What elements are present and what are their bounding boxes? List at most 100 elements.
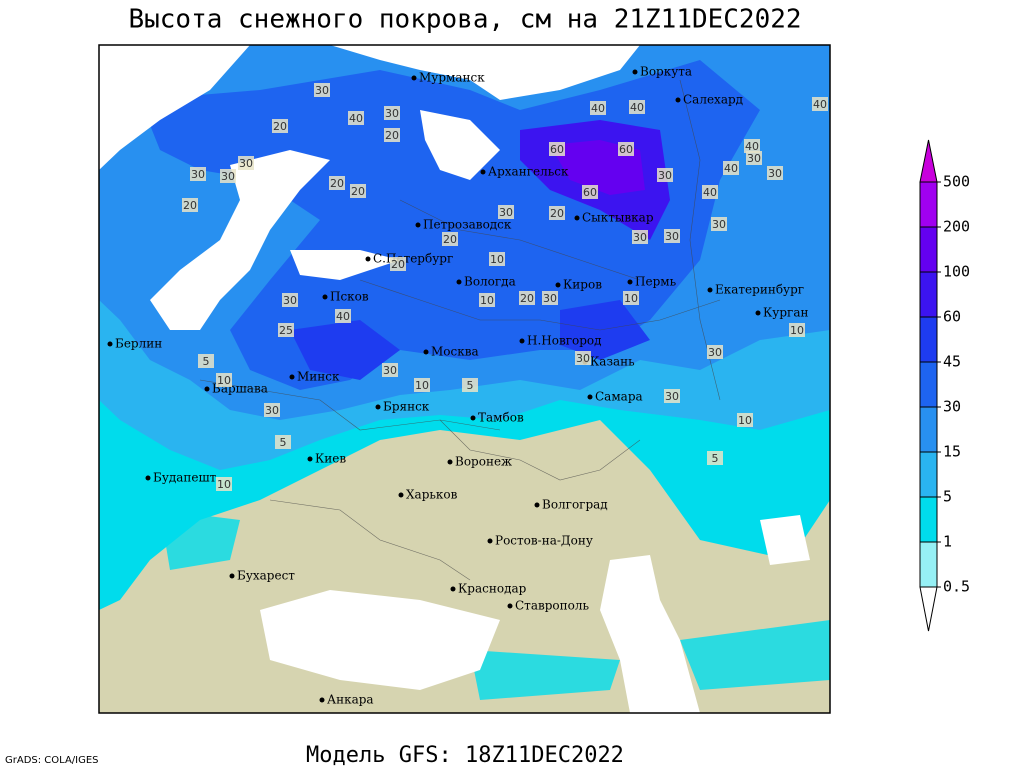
contour-label-box [711, 217, 727, 231]
contour-label-box [384, 106, 400, 120]
contour-label-box [216, 477, 232, 491]
contour-label-box [335, 309, 351, 323]
contour-label: 5 [467, 379, 474, 392]
contour-label: 60 [550, 143, 564, 156]
city-dot [755, 310, 761, 316]
contour-label: 30 [543, 292, 557, 305]
contour-label-box [632, 230, 648, 244]
city-label: Волгоград [542, 498, 608, 512]
city-label: Екатеринбург [715, 283, 804, 297]
city-label: Москва [431, 345, 479, 359]
contour-label-box [744, 139, 760, 153]
contour-label-box [190, 167, 206, 181]
city-dot [375, 404, 381, 410]
contour-label-box [350, 184, 366, 198]
contour-label-box [549, 206, 565, 220]
title: Высота снежного покрова, см на 21Z11DEC2… [128, 5, 801, 35]
contour-label: 30 [383, 364, 397, 377]
city-label: Вологда [464, 275, 516, 289]
map-frame [98, 44, 831, 714]
contour-label-box [549, 142, 565, 156]
contour-label: 40 [745, 140, 759, 153]
contour-label: 40 [724, 162, 738, 175]
contour-label: 25 [279, 324, 293, 337]
city-label: Анкара [327, 693, 374, 707]
contour-label-box [348, 111, 364, 125]
city-label: Казань [590, 355, 635, 369]
contour-label-box [746, 151, 762, 165]
city-dot [289, 374, 295, 380]
city-dot [447, 459, 453, 465]
contour-label: 10 [415, 379, 429, 392]
city-label: Курган [763, 306, 808, 320]
colorbar-band [919, 181, 938, 228]
city-dot [229, 573, 235, 579]
city-label: Воркута [640, 65, 692, 79]
city-dot [204, 386, 210, 392]
city-label: Сыктывкар [582, 211, 654, 225]
city-dot [707, 287, 713, 293]
city-label: Салехард [683, 93, 743, 107]
contour-label-box [618, 142, 634, 156]
city-dot [365, 256, 371, 262]
contour-label-box [282, 293, 298, 307]
city-dot [675, 97, 681, 103]
city-label: Ростов-на-Дону [495, 534, 593, 548]
city-label: Пермь [635, 275, 677, 289]
city-dot [632, 69, 638, 75]
city-label: Мурманск [419, 71, 485, 85]
city-dot [555, 282, 561, 288]
contour-label: 30 [283, 294, 297, 307]
contour-label-box [707, 345, 723, 359]
city-label: Харьков [406, 488, 458, 502]
colorbar-label: 500 [943, 173, 970, 191]
contour-label-box [238, 156, 254, 170]
contour-label-box [329, 176, 345, 190]
colorbar-label: 100 [943, 263, 970, 281]
city-label: Петрозаводск [423, 218, 512, 232]
colorbar-label: 1 [943, 533, 952, 551]
contour-label-box [702, 185, 718, 199]
contour-label: 20 [520, 292, 534, 305]
contour-label: 5 [712, 452, 719, 465]
city-label: Н.Новгород [527, 334, 602, 348]
contour-label: 20 [183, 199, 197, 212]
contour-label: 5 [203, 355, 210, 368]
contour-label-box [384, 128, 400, 142]
city-label: Архангельск [488, 165, 569, 179]
colorbar-label: 0.5 [943, 578, 970, 596]
city-dot [574, 215, 580, 221]
contour-label: 10 [790, 324, 804, 337]
colorbar-label: 15 [943, 443, 961, 461]
contour-label-box [657, 168, 673, 182]
colorbar-band [919, 361, 938, 408]
contour-label-box [462, 378, 478, 392]
contour-label: 40 [591, 102, 605, 115]
contour-label-box [575, 351, 591, 365]
city-dot [322, 294, 328, 300]
colorbar-label: 30 [943, 398, 961, 416]
contour-label: 30 [191, 168, 205, 181]
contour-label-box [623, 291, 639, 305]
colorbar-label: 5 [943, 488, 952, 506]
contour-label: 30 [708, 346, 722, 359]
contour-label-box [216, 373, 232, 387]
colorbar-cap [919, 586, 938, 632]
city-dot [450, 586, 456, 592]
contour-label: 20 [443, 233, 457, 246]
city-label: Псков [330, 290, 369, 304]
contour-label-box [767, 166, 783, 180]
city-dot [507, 603, 513, 609]
city-label: Краснодар [458, 582, 527, 596]
contour-label: 30 [499, 206, 513, 219]
city-dot [145, 475, 151, 481]
cities: Мурманск Воркута Салехард Архангельск Сыктыв… [107, 65, 808, 707]
colorbar-label: 45 [943, 353, 961, 371]
city-dot [519, 338, 525, 344]
city-label: Бухарест [237, 569, 295, 583]
city-label: Брянск [383, 400, 430, 414]
city-dot [487, 538, 493, 544]
city-dot [456, 279, 462, 285]
